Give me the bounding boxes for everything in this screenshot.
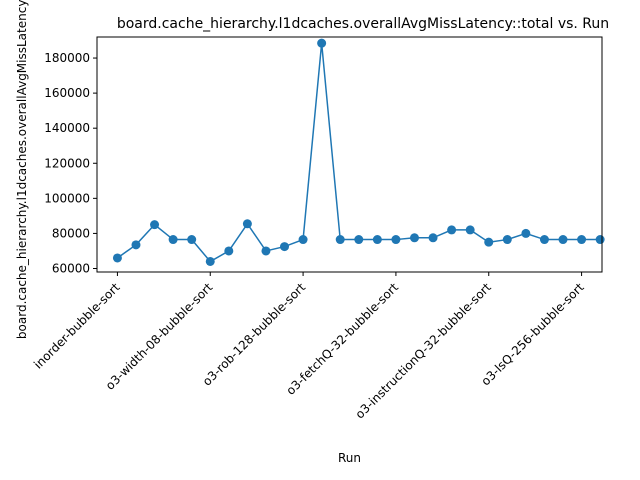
data-point [187, 235, 197, 245]
data-point [484, 237, 494, 247]
data-point [521, 228, 531, 238]
data-point [409, 233, 419, 243]
data-point [261, 246, 271, 256]
data-point [502, 235, 512, 245]
data-point [354, 235, 364, 245]
data-point [317, 38, 327, 48]
data-point [391, 235, 401, 245]
data-point [150, 220, 160, 230]
data-point [112, 253, 122, 263]
y-tick-label: 140000 [44, 121, 90, 135]
y-axis: 60000 80000 100000 120000 140000 160000 180000 [44, 51, 97, 275]
data-point [428, 233, 438, 243]
y-tick-label: 180000 [44, 51, 90, 65]
y-tick-label: 80000 [52, 226, 90, 240]
data-point [372, 235, 382, 245]
data-point [242, 219, 252, 229]
chart-title: board.cache_hierarchy.l1dcaches.overallA… [117, 16, 609, 32]
data-point [539, 235, 549, 245]
data-point [447, 225, 457, 235]
data-point [298, 235, 308, 245]
data-point [280, 242, 290, 252]
y-tick-label: 120000 [44, 156, 90, 170]
data-point [168, 235, 178, 245]
data-point [224, 246, 234, 256]
plot-frame [96, 36, 603, 273]
data-point [465, 225, 475, 235]
y-tick-label: 60000 [52, 261, 90, 275]
plot-points [112, 38, 605, 266]
data-point [595, 235, 605, 245]
y-axis-label: board.cache_hierarchy.l1dcaches.overallA… [15, 0, 29, 339]
y-tick-label: 100000 [44, 191, 90, 205]
data-point [577, 235, 587, 245]
y-tick-label: 160000 [44, 86, 90, 100]
data-point [131, 240, 141, 250]
data-point [558, 235, 568, 245]
data-point [335, 235, 345, 245]
x-axis-label: Run [338, 451, 361, 465]
data-point [205, 256, 215, 266]
